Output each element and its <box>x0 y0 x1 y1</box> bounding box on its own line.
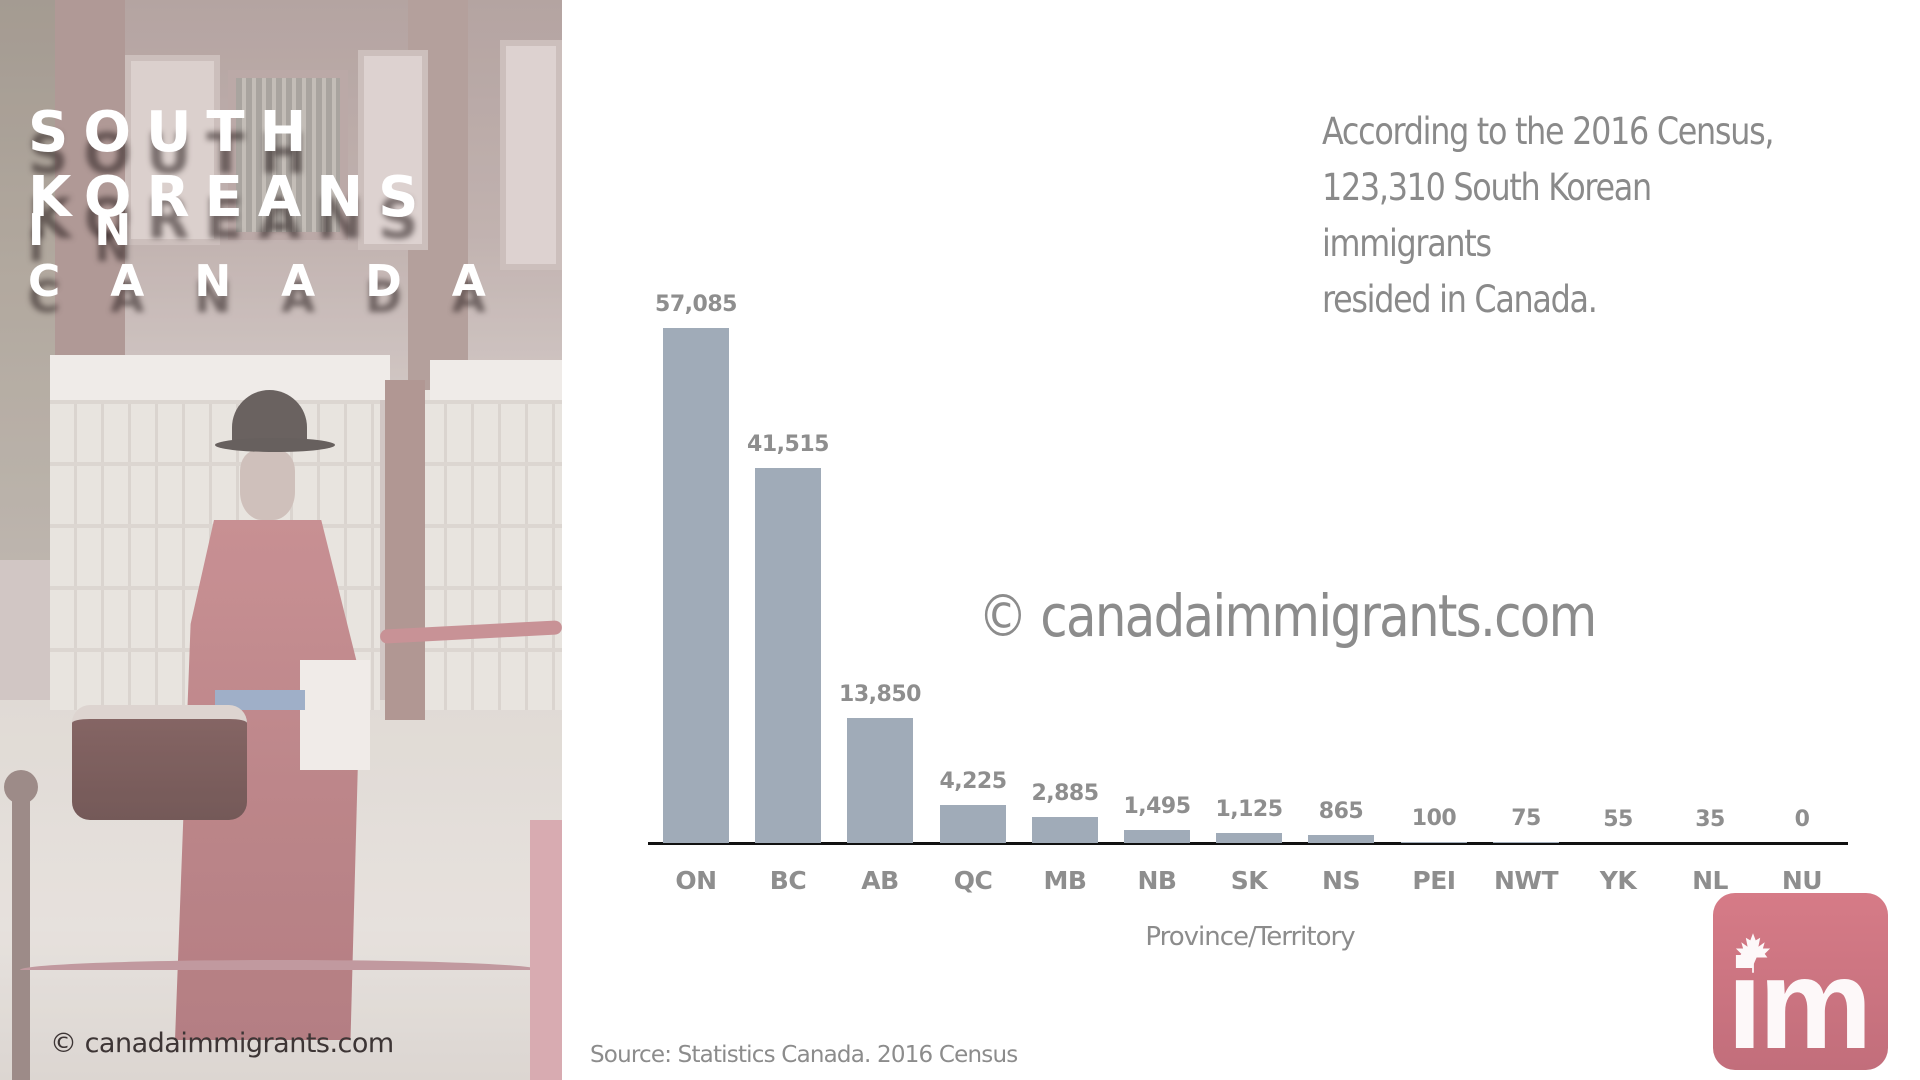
photo-rope-post-knob <box>4 770 38 804</box>
title-shadow: SOUTH KOREANS <box>28 122 434 252</box>
photo-guard-hat-brim <box>215 438 335 452</box>
photo-door-panel <box>358 50 428 250</box>
title-text: IN CANADA <box>28 205 536 307</box>
bar-value-label: 2,885 <box>1031 781 1099 806</box>
photo-stone-wall <box>420 390 562 710</box>
bar-bc <box>755 468 821 843</box>
bar-value-label: 1,125 <box>1215 797 1283 822</box>
photo-pillar <box>55 0 125 380</box>
category-label: BC <box>769 866 807 895</box>
photo-guard-belt <box>215 690 305 710</box>
photo-guard-hat <box>232 390 307 445</box>
bar-value-label: 75 <box>1511 806 1541 831</box>
bar-on <box>663 328 729 843</box>
bar-value-label: 41,515 <box>747 432 829 457</box>
photo-guard-face <box>240 450 295 520</box>
category-label: MB <box>1043 866 1087 895</box>
bar-value-label: 1,495 <box>1123 794 1191 819</box>
bar-value-label: 35 <box>1695 807 1725 832</box>
category-label: PEI <box>1412 866 1456 895</box>
category-label: YK <box>1599 866 1637 895</box>
bar-value-label: 100 <box>1411 806 1457 831</box>
source-note: Source: Statistics Canada. 2016 Census <box>590 1042 1018 1068</box>
summary-line: According to the 2016 Census, <box>1322 110 1774 153</box>
photo-rope-post <box>12 780 30 1080</box>
photo-credit: © canadaimmigrants.com <box>50 1028 394 1059</box>
site-logo[interactable]: im <box>1713 893 1888 1070</box>
bar-nb <box>1124 830 1190 843</box>
bar-pei <box>1401 842 1467 843</box>
bar-mb <box>1032 817 1098 843</box>
bar-sk <box>1216 833 1282 843</box>
photo-second-guard <box>530 820 562 1080</box>
category-label: ON <box>675 866 717 895</box>
page-title-line2: IN CANADA IN CANADA <box>0 205 562 323</box>
x-axis-line <box>648 842 1848 845</box>
logo-text: im <box>1727 933 1872 1070</box>
bar-ab <box>847 718 913 843</box>
summary-text: According to the 2016 Census, 123,310 So… <box>1322 104 1804 328</box>
bar-qc <box>940 805 1006 843</box>
bar-ns <box>1308 835 1374 843</box>
bar-value-label: 865 <box>1318 799 1364 824</box>
category-label: NU <box>1781 866 1823 895</box>
photo-wall-cap <box>430 360 562 400</box>
category-label: NL <box>1692 866 1728 895</box>
x-axis-title: Province/Territory <box>1145 922 1355 952</box>
watermark: © canadaimmigrants.com <box>978 582 1597 650</box>
category-label: NB <box>1137 866 1177 895</box>
category-label: QC <box>953 866 993 895</box>
bar-value-label: 57,085 <box>655 292 737 317</box>
title-shadow: IN CANADA <box>28 221 536 323</box>
photo-wooden-beam <box>385 380 425 720</box>
title-text: SOUTH KOREANS <box>28 100 434 230</box>
hero-photo-panel: SOUTH KOREANS SOUTH KOREANS IN CANADA IN… <box>0 0 562 1080</box>
category-label: AB <box>861 866 899 895</box>
bar-nwt <box>1493 842 1559 843</box>
photo-door-panel <box>125 55 220 245</box>
bar-value-label: 13,850 <box>839 682 921 707</box>
summary-line: 123,310 South Korean immigrants <box>1322 166 1652 265</box>
bar-value-label: 0 <box>1794 807 1810 832</box>
category-label: SK <box>1230 866 1268 895</box>
photo-door-panel <box>500 40 562 270</box>
photo-trees <box>0 0 55 560</box>
photo-haze-overlay <box>0 0 562 1080</box>
summary-line: resided in Canada. <box>1322 278 1598 321</box>
photo-lattice-window <box>228 70 348 240</box>
bar-value-label: 55 <box>1603 807 1633 832</box>
bar-value-label: 4,225 <box>939 769 1007 794</box>
maple-leaf-icon <box>1735 933 1771 973</box>
photo-wall-cap <box>50 355 390 400</box>
photo-rope <box>20 960 540 980</box>
category-label: NS <box>1322 866 1360 895</box>
category-label: NWT <box>1493 866 1559 895</box>
photo-guard-sleeve <box>300 660 370 770</box>
page-title-line1: SOUTH KOREANS SOUTH KOREANS <box>0 100 562 252</box>
photo-drum <box>72 705 247 820</box>
